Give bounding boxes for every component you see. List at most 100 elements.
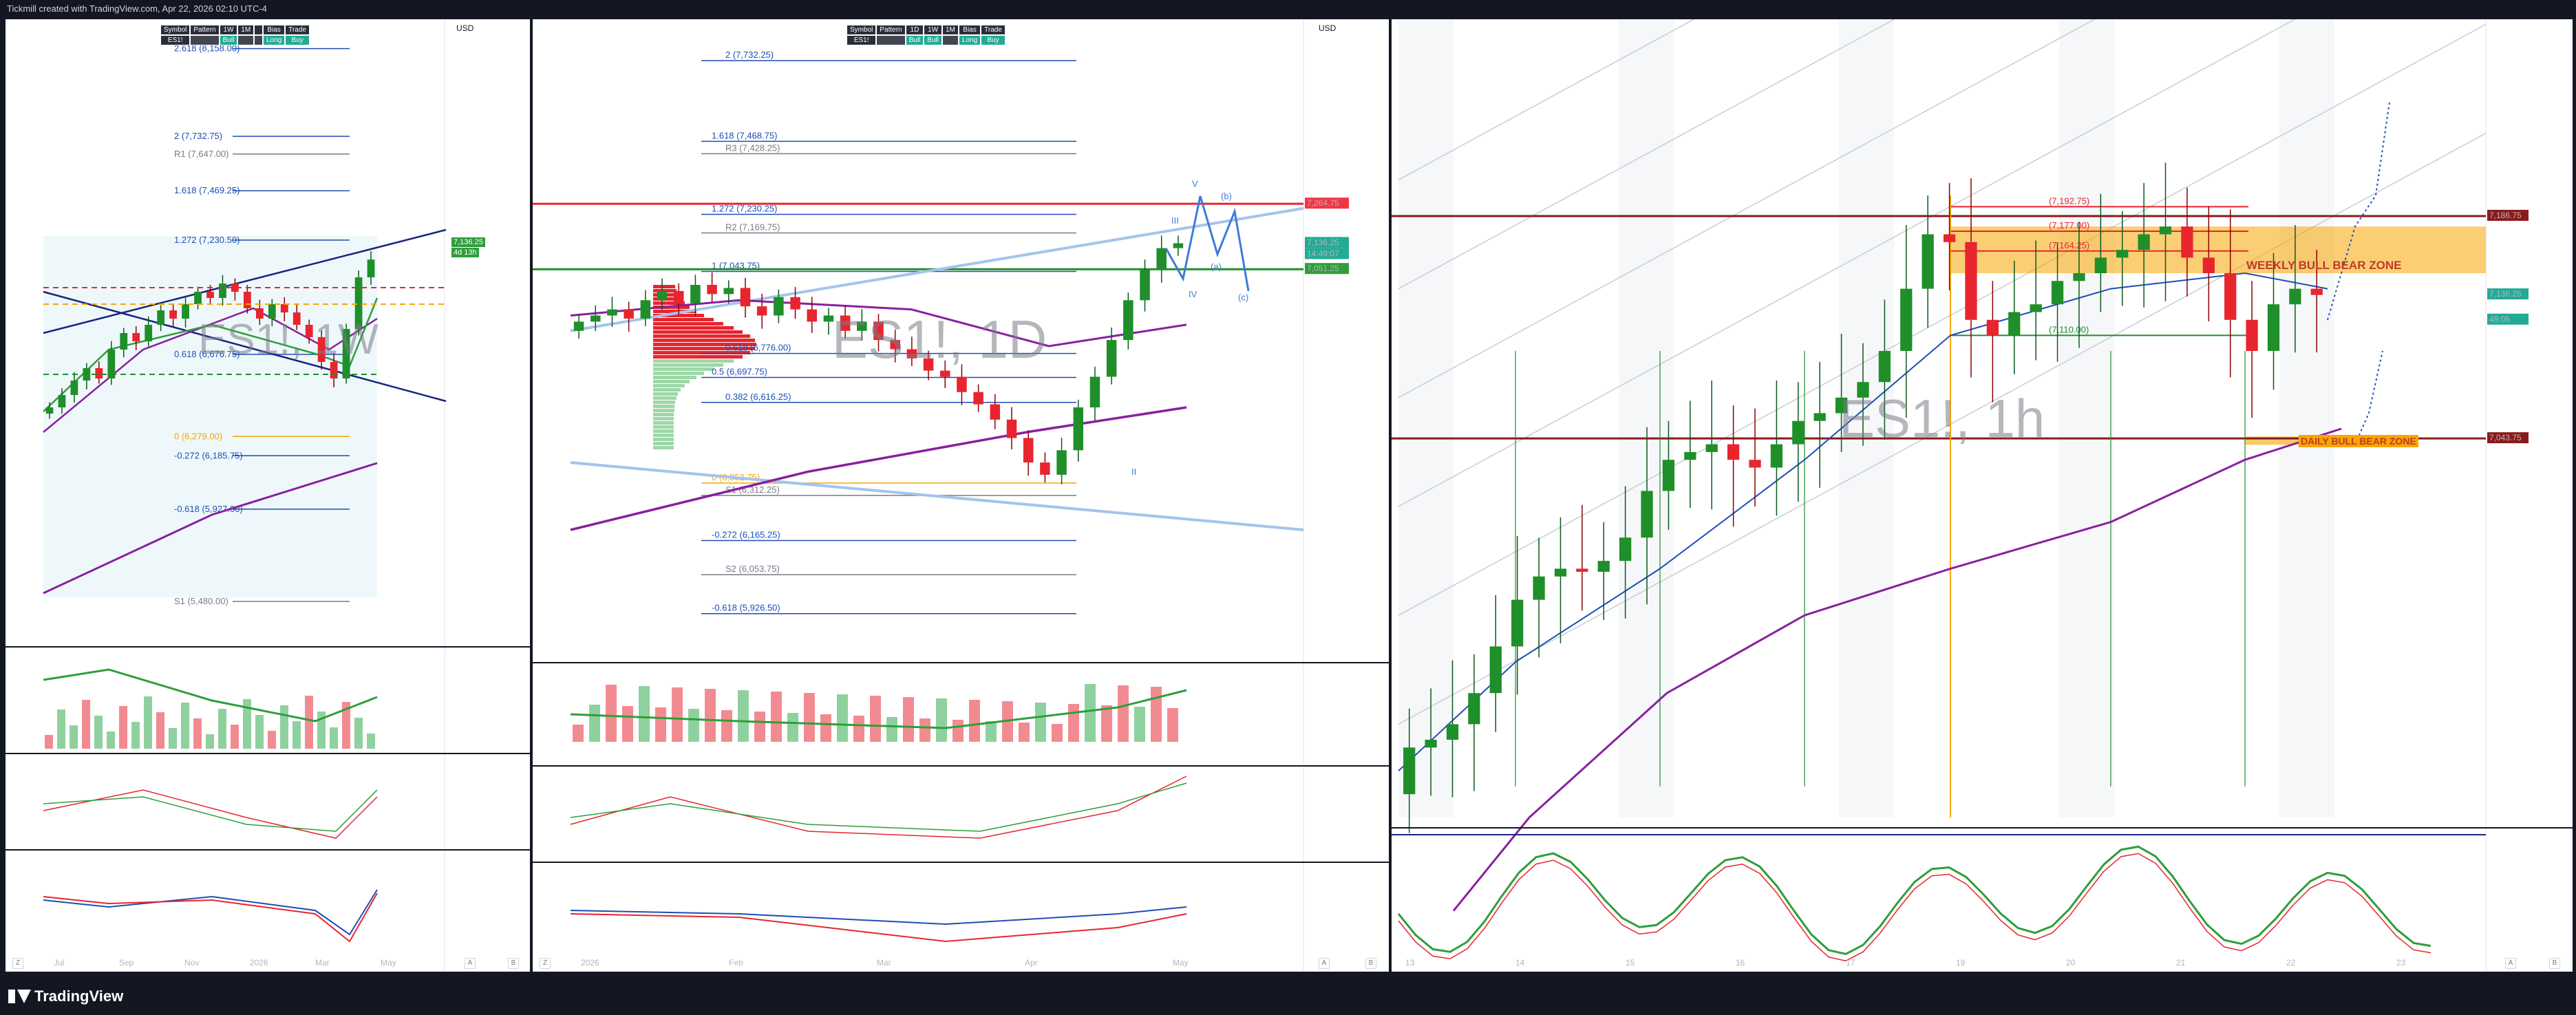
weekly-candle (58, 395, 66, 407)
tradingview-logo[interactable]: TradingView (8, 987, 123, 1005)
daily-volume-bar (1101, 705, 1112, 742)
weekly-settings-button[interactable]: Z (12, 958, 23, 969)
daily-volume-profile-bar (653, 326, 734, 330)
daily-x-tick: Apr (1025, 958, 1038, 968)
weekly-volume-bar (305, 696, 313, 749)
hourly-auto-button[interactable]: A (2505, 958, 2516, 969)
daily-candle (906, 349, 917, 359)
table-value-cell: Long (958, 35, 981, 45)
hourly-session-shade (1619, 19, 1674, 818)
daily-settings-button[interactable]: Z (540, 958, 551, 969)
weekly-x-tick: Nov (184, 958, 199, 968)
daily-chart-panel[interactable]: 2 (7,732.25) 1.618 (7,468.75) R3 (7,428.25… (533, 19, 1389, 972)
hourly-level-label: (7,164.25) (2049, 240, 2089, 250)
weekly-fib-label: S1 (5,480.00) (174, 596, 228, 606)
weekly-fib-label: 1.618 (7,469.25) (174, 185, 239, 195)
daily-volume-bar (1052, 724, 1063, 742)
daily-volume-profile-bar (653, 355, 743, 359)
daily-volume-bar (754, 712, 765, 742)
weekly-candle (305, 325, 313, 337)
daily-volume-bar (903, 697, 914, 742)
daily-candle (723, 288, 734, 295)
daily-candle (1040, 462, 1050, 475)
table-value-cell: ES1! (160, 35, 191, 45)
daily-candle (590, 315, 601, 322)
daily-volume-profile-bar (653, 343, 756, 346)
hourly-ma (1398, 272, 2328, 771)
hourly-x-tick: 13 (1405, 958, 1415, 968)
daily-price-tag-text: 7,051.25 (1307, 264, 1339, 273)
daily-fib-label: 1.618 (7,468.75) (712, 130, 777, 140)
daily-bottom-button[interactable]: B (1365, 958, 1376, 969)
daily-volume-ma (570, 689, 1187, 729)
daily-price-tag-text: 7,264.75 (1307, 198, 1339, 208)
daily-chart-svg[interactable]: 2 (7,732.25) 1.618 (7,468.75) R3 (7,428.25… (533, 19, 1389, 972)
weekly-volume-bar (193, 718, 202, 749)
weekly-channel-upper (43, 228, 447, 334)
daily-wave-label: IV (1189, 289, 1197, 299)
table-header-cell: Pattern (190, 25, 220, 35)
daily-candle (1173, 243, 1184, 248)
daily-osc-blue (570, 906, 1187, 926)
hourly-bottom-button[interactable]: B (2549, 958, 2560, 969)
daily-volume-bar (853, 716, 864, 742)
daily-fib-label: 1.272 (7,230.25) (712, 204, 777, 214)
daily-volume-bar (919, 718, 930, 742)
table-header-cell: 1W (219, 25, 238, 35)
hourly-chart-svg[interactable]: (7,192.75) (7,177.00) (7,164.25) (7,110.00)… (1392, 19, 2573, 972)
weekly-candle (120, 333, 128, 350)
weekly-candle (157, 310, 165, 325)
weekly-candle (244, 292, 251, 308)
weekly-chart-panel[interactable]: 2.618 (8,158.00) 2 (7,732.75) R1 (7,647.00… (6, 19, 530, 972)
weekly-x-tick: May (381, 958, 396, 968)
daily-ma-mid (570, 299, 1187, 348)
weekly-candle (255, 308, 264, 319)
daily-volume-bar (952, 720, 964, 742)
weekly-last-price-tag: 7,136.25 (451, 237, 485, 247)
weekly-bottom-button[interactable]: B (508, 958, 519, 969)
daily-volume-profile-bar (653, 438, 674, 441)
weekly-volume-bar (57, 709, 65, 749)
weekly-chart-svg[interactable]: 2.618 (8,158.00) 2 (7,732.75) R1 (7,647.00… (6, 19, 530, 972)
weekly-volume-bar (206, 734, 214, 749)
footer-bar: TradingView (0, 977, 2576, 1015)
hourly-price-tag-text: 7,186.75 (2489, 211, 2522, 220)
weekly-fib-label: 2.618 (8,158.00) (174, 43, 239, 54)
daily-volume-profile-bar (653, 359, 734, 363)
daily-volume-bar (721, 710, 732, 742)
hourly-candle (2224, 273, 2237, 320)
weekly-candle (231, 284, 239, 292)
hourly-weekly-zone (1950, 226, 2486, 273)
weekly-bull-bear-zone-label: WEEKLY BULL BEAR ZONE (2246, 259, 2402, 272)
daily-volume-profile-bar (653, 388, 681, 392)
weekly-candle (132, 333, 140, 341)
daily-volume-bar (589, 705, 600, 742)
weekly-x-tick: 2026 (250, 958, 268, 968)
weekly-auto-button[interactable]: A (465, 958, 476, 969)
daily-fib-label: R2 (7,169.75) (725, 222, 780, 232)
daily-ma-long (570, 406, 1187, 531)
weekly-x-tick: Sep (119, 958, 134, 968)
weekly-candle (330, 362, 338, 378)
weekly-watermark: ES1!, 1W (198, 316, 379, 363)
daily-volume-bar (705, 689, 716, 742)
weekly-ma-short (43, 297, 379, 412)
daily-volume-bar (820, 714, 831, 742)
daily-auto-button[interactable]: A (1319, 958, 1330, 969)
daily-volume-bar (639, 686, 650, 742)
hourly-candle (1878, 351, 1891, 383)
table-header-cell: 1D (905, 25, 924, 35)
daily-channel-lower (570, 461, 1304, 531)
daily-volume-profile-bar (653, 314, 704, 317)
hourly-candle (1425, 740, 1437, 748)
daily-price-tag-text: 14:49:07 (1307, 249, 1339, 259)
hourly-chart-panel[interactable]: (7,192.75) (7,177.00) (7,164.25) (7,110.00)… (1392, 19, 2573, 972)
daily-volume-profile-bar (653, 376, 696, 379)
hourly-price-tag-bg (2487, 288, 2529, 300)
weekly-candle (342, 329, 350, 378)
table-value-cell: Buy (285, 35, 310, 45)
daily-candle (807, 309, 817, 322)
hourly-trendline (1398, 19, 2297, 507)
daily-volume-profile-bar (653, 405, 674, 408)
daily-volume-profile-bar (653, 396, 677, 400)
